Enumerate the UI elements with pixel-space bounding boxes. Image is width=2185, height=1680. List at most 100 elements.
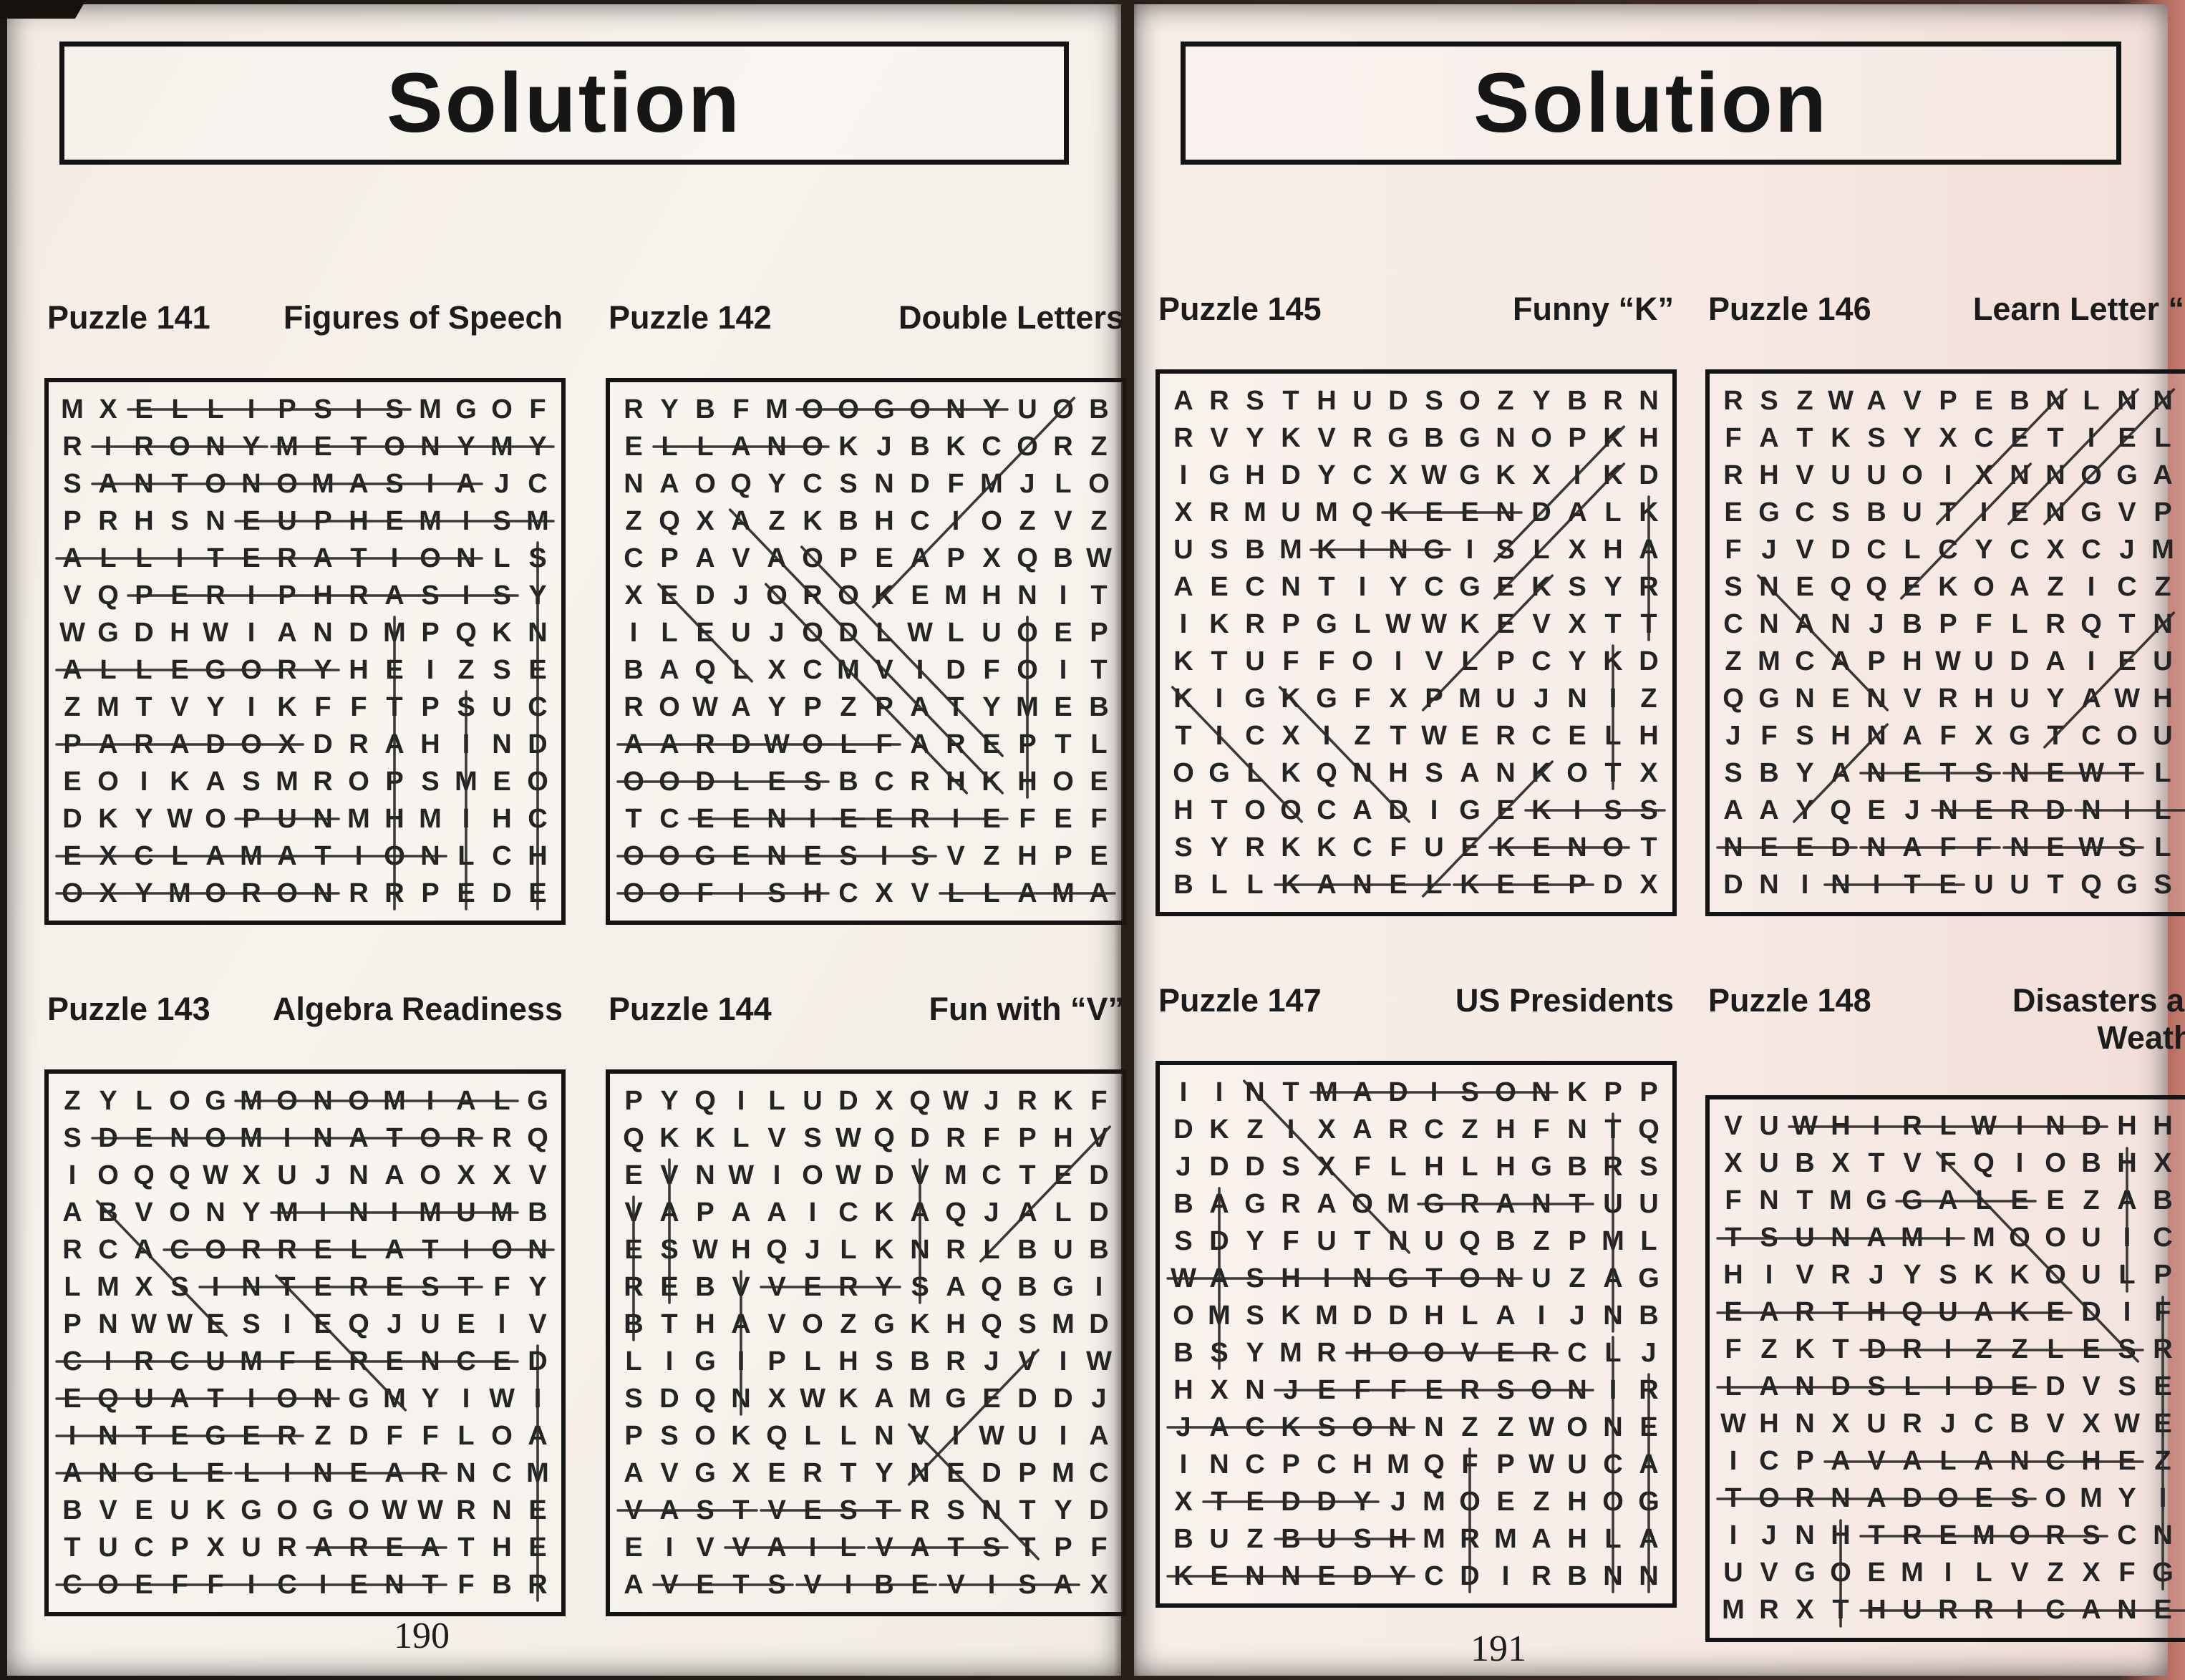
grid-cell: E <box>242 1420 261 1451</box>
grid-cell: S <box>457 691 475 722</box>
grid-cell: Y <box>135 878 153 908</box>
grid-cell: L <box>457 1420 475 1451</box>
grid-cell: L <box>1604 1523 1622 1554</box>
grid-cell: Q <box>2080 608 2102 639</box>
grid-cell: U <box>420 1308 440 1339</box>
grid-cell: D <box>659 1383 679 1414</box>
grid-cell: Q <box>1723 683 1744 714</box>
grid-cell: M <box>2151 534 2174 565</box>
grid-cell: U <box>98 1532 118 1563</box>
grid-cell: L <box>1975 1185 1992 1215</box>
grid-cell: D <box>1639 460 1659 490</box>
grid-cell: X <box>1389 683 1408 714</box>
grid-cell: V <box>875 654 893 685</box>
grid-cell: R <box>624 691 644 722</box>
grid-cell: L <box>135 543 152 573</box>
grid-cell: R <box>1902 1111 1922 1141</box>
grid-cell: R <box>420 1457 440 1488</box>
grid-cell: Z <box>314 1420 331 1451</box>
grid-cell: N <box>695 1160 715 1190</box>
grid-cell: A <box>1317 1188 1337 1219</box>
grid-cell: Y <box>875 1271 893 1302</box>
grid-cell: Q <box>2080 869 2102 900</box>
grid-cell: I <box>987 1569 996 1600</box>
grid-cell: I <box>462 1234 470 1265</box>
grid-cell: S <box>911 1271 929 1302</box>
grid-cell: W <box>728 1160 754 1190</box>
grid-cell: T <box>1939 497 1957 528</box>
grid-cell: S <box>839 468 858 499</box>
grid-cell: D <box>1209 1225 1229 1256</box>
grid-cell: F <box>529 394 546 424</box>
grid-cell: H <box>1173 1374 1193 1405</box>
grid-cell: N <box>1603 1412 1623 1442</box>
grid-cell: N <box>241 1271 261 1302</box>
grid-cell: E <box>385 505 404 536</box>
grid-cell: B <box>1173 1188 1193 1219</box>
grid-cell: N <box>1567 1114 1587 1145</box>
letter-grid: VUWHIRLWINDHHLXUBXTVFQIOBHXEFNTMGGALEEZA… <box>1715 1108 2185 1629</box>
grid-cell: R <box>1938 1595 1958 1625</box>
grid-cell: N <box>1531 1188 1551 1219</box>
grid-cell: L <box>207 394 224 424</box>
grid-cell: E <box>1724 1297 1743 1327</box>
grid-cell: W <box>382 1495 407 1525</box>
grid-cell: O <box>802 729 823 759</box>
grid-cell: J <box>1869 608 1884 639</box>
grid-cell: O <box>659 766 680 797</box>
grid-cell: C <box>1723 608 1743 639</box>
grid-cell: T <box>1868 1520 1885 1550</box>
grid-cell: T <box>2047 422 2064 453</box>
grid-cell: I <box>1765 1260 1773 1290</box>
grid-cell: X <box>1796 1595 1814 1625</box>
grid-cell: A <box>62 1457 82 1488</box>
grid-cell: M <box>1387 1188 1410 1219</box>
grid-cell: R <box>384 878 404 908</box>
grid-cell: R <box>695 729 715 759</box>
grid-cell: J <box>2181 680 2185 717</box>
grid-cell: E <box>2010 1185 2029 1215</box>
grid-cell: L <box>1904 534 1921 565</box>
grid-cell: N <box>1567 832 1587 863</box>
grid-cell: G <box>1423 1188 1445 1219</box>
grid-cell: M <box>276 431 299 462</box>
grid-cell: R <box>134 431 154 462</box>
grid-cell: F <box>1939 832 1957 863</box>
grid-cell: E <box>385 1271 404 1302</box>
grid-cell: O <box>1423 1337 1445 1368</box>
grid-cell: L <box>625 1346 642 1376</box>
grid-cell: N <box>767 431 787 462</box>
grid-cell: S <box>1568 571 1586 602</box>
grid-cell: O <box>491 1234 513 1265</box>
grid-cell: K <box>731 1420 751 1451</box>
grid-cell: A <box>1352 1077 1372 1107</box>
grid-cell: K <box>492 617 512 648</box>
grid-cell: Z <box>1796 385 1813 416</box>
grid-cell: S <box>839 1495 858 1525</box>
grid-cell: U <box>1531 1263 1551 1293</box>
grid-cell: T <box>422 1569 439 1600</box>
grid-cell: C <box>62 1569 82 1600</box>
grid-cell: I <box>1944 460 1952 490</box>
grid-cell: I <box>880 840 888 871</box>
grid-cell: R <box>1902 1520 1922 1550</box>
grid-cell: Z <box>1533 1486 1550 1517</box>
grid-cell: Q <box>97 580 119 611</box>
grid-cell: R <box>1209 497 1229 528</box>
grid-cell: O <box>623 878 644 908</box>
grid-cell: D <box>1388 385 1408 416</box>
grid-cell: E <box>528 654 547 685</box>
grid-cell: O <box>169 1197 190 1228</box>
grid-cell: Y <box>1353 1486 1372 1517</box>
grid-cell: F <box>207 1569 224 1600</box>
grid-cell: F <box>314 691 331 722</box>
grid-cell: A <box>384 1457 404 1488</box>
grid-cell: N <box>1866 832 1886 863</box>
grid-cell: S <box>1425 385 1443 416</box>
grid-cell: J <box>2181 568 2185 606</box>
grid-cell: B <box>624 654 644 685</box>
grid-cell: O <box>1459 1263 1481 1293</box>
grid-cell: E <box>2010 1371 2029 1402</box>
